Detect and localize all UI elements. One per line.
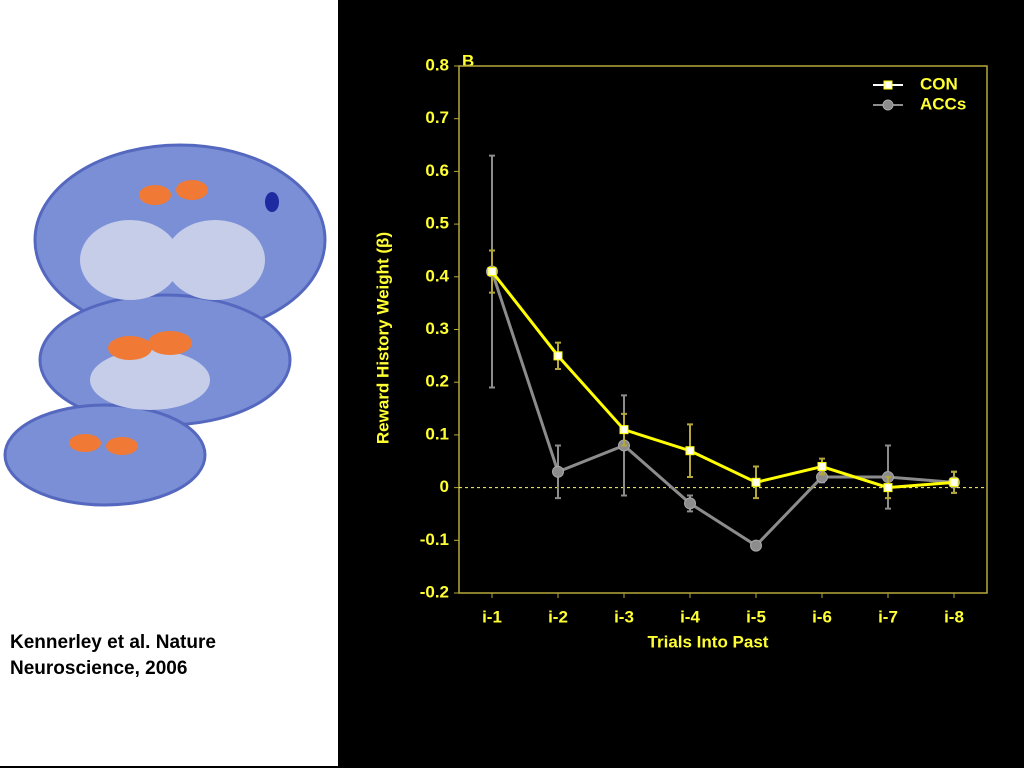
data-point bbox=[487, 267, 497, 277]
data-point bbox=[552, 465, 564, 478]
x-tick-label: i-5 bbox=[746, 607, 766, 626]
legend-label: CON bbox=[920, 74, 958, 93]
y-axis-label: Reward History Weight (β) bbox=[373, 232, 392, 444]
data-point bbox=[949, 477, 959, 487]
y-tick-label: -0.2 bbox=[420, 582, 449, 601]
image-panel bbox=[0, 0, 338, 766]
y-tick-label: 0.5 bbox=[425, 214, 449, 233]
panel-label: B bbox=[462, 51, 474, 70]
data-point bbox=[883, 483, 893, 493]
series-line bbox=[490, 271, 955, 548]
y-tick-label: -0.1 bbox=[420, 530, 449, 549]
x-tick-label: i-8 bbox=[944, 607, 964, 626]
citation-line: Kennerley et al. Nature bbox=[10, 632, 216, 653]
y-tick-label: 0.6 bbox=[425, 161, 449, 180]
x-tick-label: i-6 bbox=[812, 607, 832, 626]
citation: Kennerley et al. Nature Neuroscience, 20… bbox=[10, 630, 216, 682]
x-tick-label: i-7 bbox=[878, 607, 898, 626]
x-tick-label: i-1 bbox=[482, 607, 502, 626]
legend-marker bbox=[883, 80, 893, 90]
y-tick-label: 0.7 bbox=[425, 108, 449, 127]
brain-image bbox=[3, 143, 327, 507]
x-tick-label: i-2 bbox=[548, 607, 568, 626]
x-tick-label: i-3 bbox=[614, 607, 634, 626]
y-tick-label: 0.3 bbox=[425, 319, 449, 338]
x-tick-label: i-4 bbox=[680, 607, 700, 626]
y-tick-label: 0.2 bbox=[425, 372, 449, 391]
data-point bbox=[750, 539, 762, 552]
data-point bbox=[553, 351, 563, 361]
series-line bbox=[490, 270, 955, 490]
y-tick-label: 0 bbox=[440, 477, 449, 496]
x-axis-label: Trials Into Past bbox=[648, 632, 769, 651]
data-point bbox=[817, 462, 827, 472]
data-point bbox=[751, 477, 761, 487]
data-point bbox=[619, 425, 629, 435]
chart: B Trials Into Past Reward History Weight… bbox=[373, 51, 988, 651]
data-point bbox=[684, 497, 696, 510]
legend-label: ACCs bbox=[920, 94, 966, 113]
citation-line: Neuroscience, 2006 bbox=[10, 658, 188, 679]
y-tick-label: 0.8 bbox=[425, 55, 449, 74]
data-point bbox=[685, 446, 695, 456]
y-tick-label: 0.1 bbox=[425, 424, 449, 443]
y-tick-label: 0.4 bbox=[425, 266, 449, 285]
legend-marker bbox=[882, 99, 894, 111]
